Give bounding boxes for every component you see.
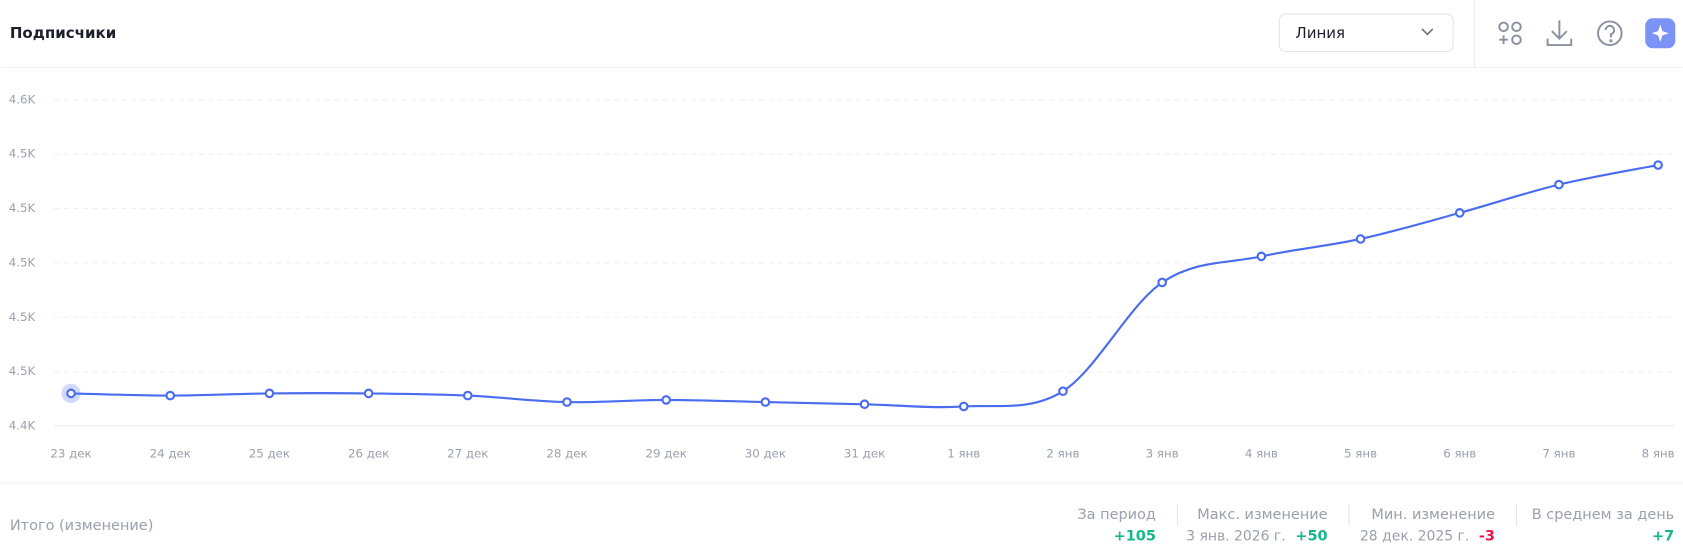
y-tick-label: 4.5K bbox=[9, 147, 36, 161]
stat-date: 3 янв. 2026 г. bbox=[1186, 529, 1286, 545]
x-tick-label: 29 дек bbox=[646, 446, 687, 460]
x-tick-label: 28 дек bbox=[546, 446, 587, 460]
download-icon[interactable] bbox=[1546, 20, 1573, 47]
x-tick-label: 8 янв bbox=[1642, 446, 1675, 460]
plot: 4.4K 4.5K 4.5K 4.5K 4.5K 4.5K 4.6K 23 дек 24 дек… bbox=[9, 92, 1675, 460]
stat-label: За период bbox=[1077, 507, 1156, 523]
point bbox=[859, 399, 870, 410]
y-tick-label: 4.5K bbox=[9, 364, 36, 378]
y-tick-label: 4.6K bbox=[9, 92, 36, 106]
x-tick-label: 27 дек bbox=[447, 446, 488, 460]
stat-value: +105 bbox=[1114, 529, 1156, 545]
dropdown-box[interactable] bbox=[1278, 13, 1454, 53]
help-icon[interactable] bbox=[1597, 20, 1623, 47]
x-tick-label: 4 янв bbox=[1245, 446, 1278, 460]
dropdown-chevron[interactable] bbox=[1421, 28, 1434, 36]
stat-label: Макс. изменение bbox=[1197, 507, 1327, 523]
x-tick-label: 26 дек bbox=[348, 446, 389, 460]
panel-title: Подписчики bbox=[10, 24, 116, 42]
point bbox=[264, 388, 275, 399]
stat-value: -3 bbox=[1479, 529, 1495, 545]
point bbox=[1256, 251, 1267, 262]
y-tick-label: 4.4K bbox=[9, 419, 36, 433]
point bbox=[1653, 160, 1663, 170]
point bbox=[1454, 208, 1465, 218]
x-tick-label: 24 дек bbox=[150, 446, 191, 460]
stat-date: 28 дек. 2025 г. bbox=[1360, 529, 1469, 545]
series-line bbox=[71, 163, 1659, 409]
point bbox=[1058, 386, 1068, 397]
x-tick-label: 23 дек bbox=[50, 446, 91, 460]
compare-icon[interactable] bbox=[1498, 21, 1522, 45]
point bbox=[165, 390, 176, 401]
point bbox=[1355, 234, 1366, 244]
x-tick-label: 31 дек bbox=[844, 446, 885, 460]
point bbox=[1554, 179, 1564, 190]
y-tick-label: 4.5K bbox=[9, 201, 36, 215]
point bbox=[363, 388, 374, 399]
y-tick-label: 4.5K bbox=[9, 255, 36, 269]
x-tick-label: 7 янв bbox=[1542, 446, 1575, 460]
view-dropdown[interactable]: Линия bbox=[1278, 13, 1454, 53]
ai-icon[interactable] bbox=[1651, 24, 1669, 42]
stat-value: +7 bbox=[1652, 529, 1674, 545]
x-tick-label: 30 дек bbox=[745, 446, 786, 460]
point bbox=[1157, 277, 1167, 288]
x-tick-label: 6 янв bbox=[1443, 446, 1476, 460]
point bbox=[760, 397, 771, 407]
stat-label: Мин. изменение bbox=[1371, 507, 1495, 523]
y-tick-label: 4.5K bbox=[9, 310, 36, 324]
stat-value: +50 bbox=[1295, 529, 1327, 545]
dropdown-label[interactable]: Линия bbox=[1295, 24, 1345, 42]
point bbox=[462, 390, 473, 401]
x-tick-label: 3 янв bbox=[1146, 446, 1179, 460]
x-tick-label: 25 дек bbox=[249, 446, 290, 460]
summary-title: Итого (изменение) bbox=[10, 518, 154, 534]
x-tick-label: 2 янв bbox=[1046, 446, 1079, 460]
stat-label: В среднем за день bbox=[1532, 507, 1674, 523]
point bbox=[66, 388, 76, 399]
x-tick-label: 1 янв bbox=[947, 446, 980, 460]
point bbox=[562, 397, 572, 407]
point bbox=[958, 401, 969, 412]
x-tick-label: 5 янв bbox=[1344, 446, 1377, 460]
summary-stats: За период +105 Макс. изменение +50 3 янв. 20… bbox=[1077, 504, 1674, 545]
point bbox=[661, 395, 672, 405]
